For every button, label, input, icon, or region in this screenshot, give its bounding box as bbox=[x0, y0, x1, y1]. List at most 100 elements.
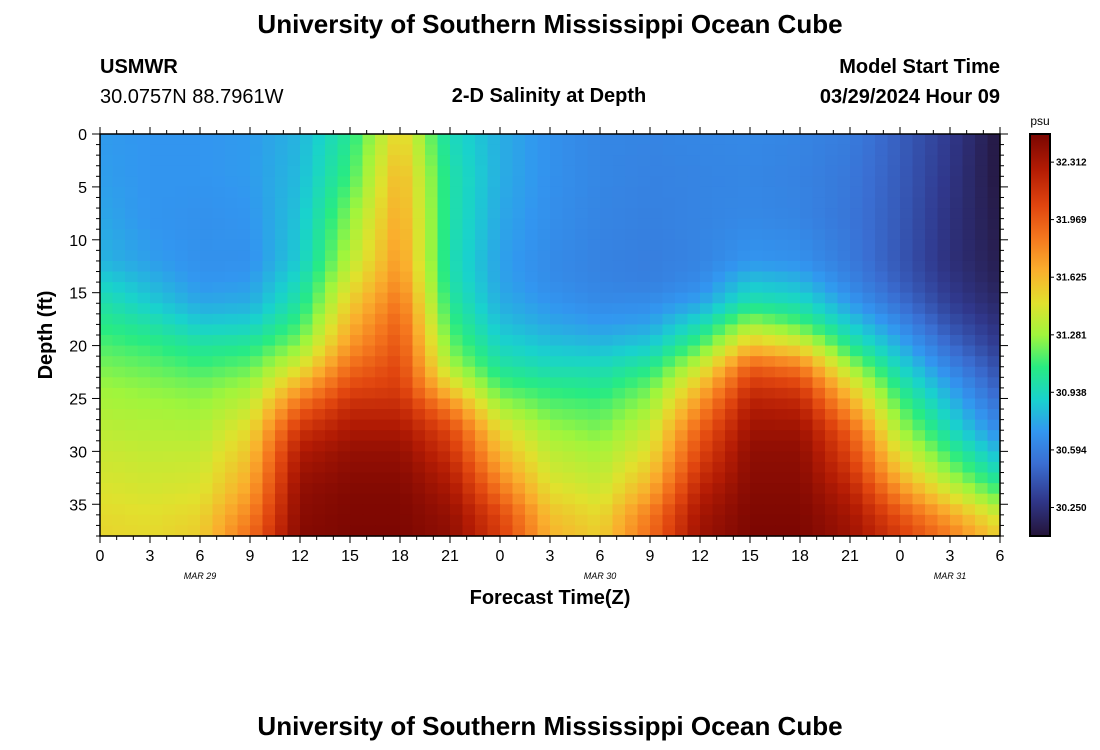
heatmap-cell bbox=[912, 514, 926, 527]
heatmap-cell bbox=[875, 345, 889, 357]
heatmap-cell bbox=[200, 440, 214, 452]
heatmap-cell bbox=[200, 155, 214, 167]
heatmap-cell bbox=[637, 292, 651, 304]
heatmap-cell bbox=[850, 165, 864, 177]
heatmap-cell bbox=[762, 356, 776, 368]
heatmap-cell bbox=[962, 176, 976, 188]
heatmap-cells bbox=[100, 134, 1001, 537]
heatmap-cell bbox=[937, 356, 951, 368]
heatmap-cell bbox=[587, 514, 601, 527]
heatmap-cell bbox=[175, 461, 189, 474]
heatmap-cell bbox=[875, 483, 889, 495]
heatmap-cell bbox=[900, 292, 914, 304]
heatmap-cell bbox=[975, 387, 989, 400]
heatmap-cell bbox=[175, 144, 189, 156]
heatmap-cell bbox=[500, 335, 514, 347]
heatmap-cell bbox=[950, 387, 964, 400]
heatmap-cell bbox=[862, 176, 876, 188]
heatmap-cell bbox=[325, 345, 339, 357]
heatmap-cell bbox=[862, 271, 876, 283]
heatmap-cell bbox=[475, 472, 489, 484]
heatmap-cell bbox=[375, 165, 389, 177]
heatmap-cell bbox=[650, 313, 664, 326]
heatmap-cell bbox=[625, 377, 639, 389]
heatmap-cell bbox=[687, 398, 701, 410]
heatmap-cell bbox=[137, 377, 151, 389]
heatmap-cell bbox=[900, 176, 914, 188]
heatmap-cell bbox=[125, 345, 139, 357]
heatmap-cell bbox=[337, 345, 351, 357]
heatmap-cell bbox=[350, 197, 364, 209]
heatmap-cell bbox=[600, 313, 614, 326]
heatmap-cell bbox=[400, 186, 414, 199]
heatmap-cell bbox=[962, 409, 976, 421]
heatmap-cell bbox=[700, 208, 714, 220]
heatmap-cell bbox=[287, 504, 301, 516]
heatmap-cell bbox=[912, 155, 926, 167]
heatmap-cell bbox=[137, 345, 151, 357]
y-axis-label: Depth (ft) bbox=[35, 291, 57, 380]
heatmap-cell bbox=[775, 472, 789, 484]
heatmap-cell bbox=[962, 335, 976, 347]
heatmap-cell bbox=[537, 493, 551, 505]
heatmap-cell bbox=[237, 165, 251, 177]
heatmap-cell bbox=[437, 483, 451, 495]
heatmap-cell bbox=[587, 303, 601, 315]
heatmap-cell bbox=[475, 144, 489, 156]
heatmap-cell bbox=[987, 472, 1001, 484]
heatmap-cell bbox=[937, 493, 951, 505]
heatmap-cell bbox=[400, 356, 414, 368]
heatmap-cell bbox=[525, 271, 539, 283]
heatmap-cell bbox=[362, 134, 376, 146]
heatmap-cell bbox=[987, 197, 1001, 209]
heatmap-cell bbox=[312, 313, 326, 326]
heatmap-cell bbox=[225, 514, 239, 527]
heatmap-cell bbox=[575, 144, 589, 156]
heatmap-cell bbox=[112, 165, 126, 177]
heatmap-cell bbox=[425, 218, 439, 230]
heatmap-cell bbox=[275, 377, 289, 389]
heatmap-cell bbox=[975, 260, 989, 273]
heatmap-cell bbox=[475, 303, 489, 315]
heatmap-cell bbox=[525, 313, 539, 326]
heatmap-cell bbox=[575, 493, 589, 505]
heatmap-cell bbox=[975, 144, 989, 156]
heatmap-cell bbox=[137, 451, 151, 463]
heatmap-cell bbox=[925, 409, 939, 421]
heatmap-cell bbox=[275, 144, 289, 156]
heatmap-cell bbox=[412, 176, 426, 188]
heatmap-cell bbox=[837, 176, 851, 188]
heatmap-cell bbox=[850, 239, 864, 251]
heatmap-cell bbox=[887, 186, 901, 199]
heatmap-cell bbox=[550, 387, 564, 400]
heatmap-cell bbox=[937, 409, 951, 421]
heatmap-cell bbox=[137, 504, 151, 516]
heatmap-cell bbox=[187, 504, 201, 516]
heatmap-cell bbox=[337, 303, 351, 315]
heatmap-cell bbox=[750, 260, 764, 273]
heatmap-cell bbox=[400, 165, 414, 177]
heatmap-cell bbox=[350, 409, 364, 421]
heatmap-cell bbox=[175, 472, 189, 484]
heatmap-cell bbox=[562, 239, 576, 251]
heatmap-cell bbox=[650, 335, 664, 347]
heatmap-cell bbox=[625, 250, 639, 262]
heatmap-cell bbox=[437, 504, 451, 516]
heatmap-cell bbox=[887, 271, 901, 283]
heatmap-cell bbox=[637, 324, 651, 336]
heatmap-cell bbox=[162, 271, 176, 283]
heatmap-cell bbox=[725, 186, 739, 199]
heatmap-cell bbox=[737, 514, 751, 527]
heatmap-cell bbox=[850, 335, 864, 347]
heatmap-cell bbox=[187, 282, 201, 294]
heatmap-cell bbox=[425, 176, 439, 188]
y-tick-label: 0 bbox=[78, 127, 87, 144]
heatmap-cell bbox=[475, 356, 489, 368]
heatmap-cell bbox=[912, 324, 926, 336]
heatmap-cell bbox=[350, 250, 364, 262]
heatmap-cell bbox=[837, 282, 851, 294]
heatmap-cell bbox=[625, 430, 639, 442]
heatmap-cell bbox=[987, 356, 1001, 368]
heatmap-cell bbox=[687, 387, 701, 400]
heatmap-cell bbox=[912, 186, 926, 199]
